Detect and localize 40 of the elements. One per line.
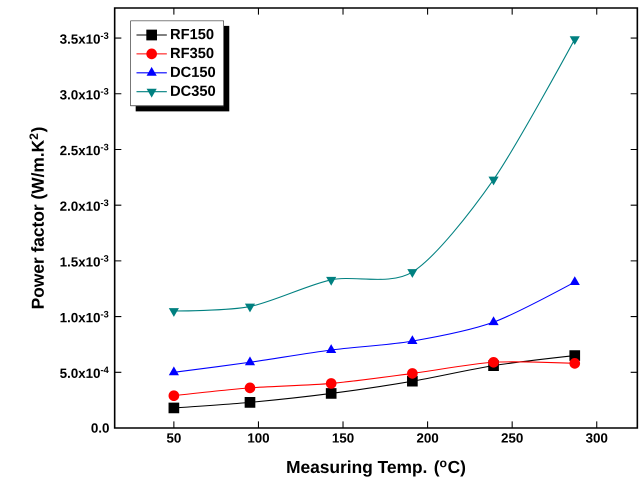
y-tick-label: 2.0x10$^{-3}$ [60, 199, 108, 211]
point [168, 402, 180, 414]
point [570, 36, 580, 45]
x-tick-label: 150 [332, 433, 354, 443]
point [326, 344, 336, 353]
x-tick-label: 300 [586, 433, 608, 443]
y-tick-label: 3.0x10$^{-3}$ [60, 88, 108, 100]
point [244, 382, 256, 394]
y-tick-label: 1.0x10$^{-3}$ [60, 310, 108, 322]
legend-label: DC150 [171, 66, 216, 78]
point [245, 304, 255, 312]
point [407, 368, 418, 379]
y-tick-label: 2.5x10$^{-3}$ [60, 144, 108, 156]
point [488, 176, 498, 185]
y-tick-label: 3.5x10$^{-3}$ [60, 32, 108, 44]
x-tick-label: 250 [502, 433, 523, 443]
point [488, 356, 499, 368]
point [244, 397, 256, 408]
point [408, 269, 418, 278]
y-axis-title: Power factor (W/m.K$^{2}$) [29, 128, 48, 308]
point [169, 308, 179, 316]
point [408, 336, 418, 344]
legend-label: RF350 [171, 48, 214, 58]
point [245, 356, 255, 366]
point [326, 388, 337, 399]
y-tick-label: 0.0 [91, 423, 109, 433]
legend-label: RF150 [171, 28, 214, 40]
x-axis-title: Measuring Temp. ($^{o}$C) [287, 460, 466, 477]
y-tick-label: 1.5x10$^{-3}$ [60, 255, 108, 267]
point [169, 366, 179, 376]
y-tick-label: 5.0x10$^{-4}$ [60, 366, 109, 378]
x-tick-label: 50 [166, 433, 181, 443]
x-tick-label: 100 [248, 433, 270, 443]
point [168, 390, 180, 402]
point [326, 276, 336, 286]
x-tick-label: 200 [416, 433, 438, 443]
point [488, 316, 498, 326]
legend-label: DC350 [171, 86, 216, 96]
point [326, 378, 337, 389]
point [569, 358, 580, 369]
